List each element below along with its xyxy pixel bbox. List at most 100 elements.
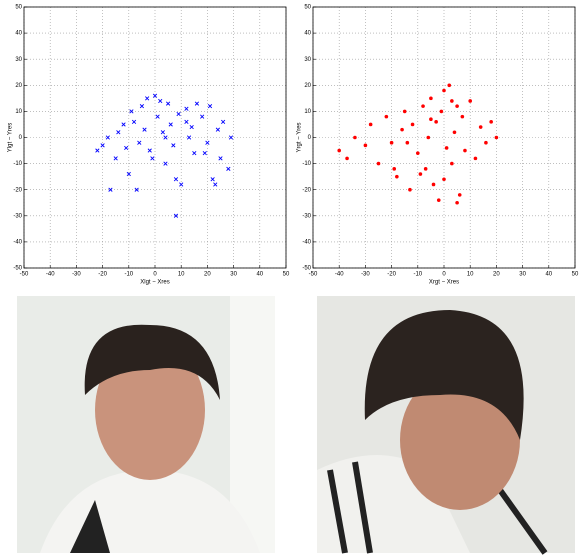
point [173, 177, 179, 182]
point [389, 140, 394, 145]
point [124, 145, 129, 151]
x-tick-label: 20 [493, 272, 500, 278]
point [184, 119, 189, 124]
point [116, 130, 121, 135]
point [147, 148, 152, 153]
point [436, 198, 441, 202]
y-tick-label: 40 [304, 31, 311, 37]
point [489, 120, 493, 124]
point [137, 140, 142, 145]
scatter-chart: -50 -40 -30 -20 -10 0 10 20 30 40 50 -50 -40 -30 -20 -1… [297, 5, 579, 286]
point [184, 106, 189, 111]
y-tick-label: -30 [13, 213, 22, 219]
point [145, 96, 150, 101]
point [158, 98, 163, 104]
x-tick-label: 40 [256, 272, 263, 278]
x-axis-label: Xlgt − Xres [140, 280, 170, 286]
y-tick-label: 50 [15, 5, 22, 11]
point [207, 104, 213, 109]
point [494, 135, 499, 140]
point [384, 114, 389, 119]
scatter-chart: -50 -40 -30 -20 -10 0 10 20 30 40 50 -50 -40 -30 -20 -1… [8, 5, 290, 286]
y-tick-label: 30 [15, 57, 22, 63]
x-tick-label: -30 [361, 272, 370, 278]
y-tick-label: -50 [13, 266, 22, 272]
point [95, 148, 100, 153]
point [139, 104, 145, 109]
point [163, 161, 168, 166]
x-axis-label: Xrgt − Xres [429, 280, 459, 286]
x-tick-label: -50 [20, 272, 29, 278]
plot-frame [312, 6, 576, 269]
y-tick-label: 0 [19, 135, 23, 141]
point [368, 122, 373, 127]
x-tick-label: -10 [124, 272, 133, 278]
point [421, 104, 425, 108]
x-tick-label: -20 [98, 272, 107, 278]
point [423, 167, 428, 171]
point [408, 187, 412, 192]
point [113, 156, 118, 161]
point [353, 135, 357, 140]
point [202, 151, 207, 156]
point [215, 127, 220, 132]
y-tick-label: 20 [15, 83, 22, 89]
point [168, 122, 173, 127]
point [126, 171, 131, 177]
point [431, 182, 436, 187]
point [108, 187, 113, 192]
point [134, 187, 139, 192]
point [160, 130, 165, 135]
point [226, 166, 231, 171]
point [155, 114, 160, 119]
point [221, 119, 226, 124]
point [129, 109, 134, 114]
photo-right [317, 296, 575, 555]
x-tick-label: 20 [204, 272, 211, 278]
point [450, 161, 454, 166]
y-axis-label: Ylgt − Yres [8, 123, 14, 152]
point [165, 101, 171, 106]
point [450, 99, 454, 103]
x-tick-label: 10 [178, 272, 185, 278]
point [429, 117, 433, 122]
x-tick-label: -50 [309, 272, 318, 278]
point [163, 135, 168, 140]
point [210, 177, 215, 182]
point [131, 119, 137, 124]
point [442, 177, 446, 182]
point [455, 104, 459, 108]
point [186, 135, 192, 140]
y-tick-label: 40 [15, 31, 22, 37]
point [434, 120, 438, 124]
y-tick-label: -20 [13, 187, 22, 193]
y-axis-label: Yrgt − Yres [297, 122, 303, 152]
y-tick-label: -40 [13, 239, 22, 245]
point [392, 167, 397, 171]
point [452, 130, 457, 135]
point [152, 93, 158, 98]
x-tick-label: 50 [572, 272, 579, 278]
point [105, 135, 110, 140]
y-tick-label: -10 [13, 161, 22, 167]
point [468, 99, 473, 103]
x-tick-label: 50 [283, 272, 290, 278]
point [194, 101, 200, 106]
x-tick-label: -10 [413, 272, 422, 278]
point [418, 172, 423, 176]
point [484, 140, 488, 145]
x-tick-label: 10 [467, 272, 474, 278]
point [337, 148, 342, 153]
point [457, 193, 462, 197]
point [345, 156, 349, 161]
y-tick-label: -10 [302, 161, 311, 167]
y-tick-label: -20 [302, 187, 311, 193]
point [460, 114, 465, 119]
y-tick-label: 50 [304, 5, 311, 11]
point [455, 200, 459, 205]
y-tick-label: 0 [308, 135, 312, 141]
point [376, 161, 381, 166]
point [473, 156, 478, 161]
point [439, 109, 444, 114]
